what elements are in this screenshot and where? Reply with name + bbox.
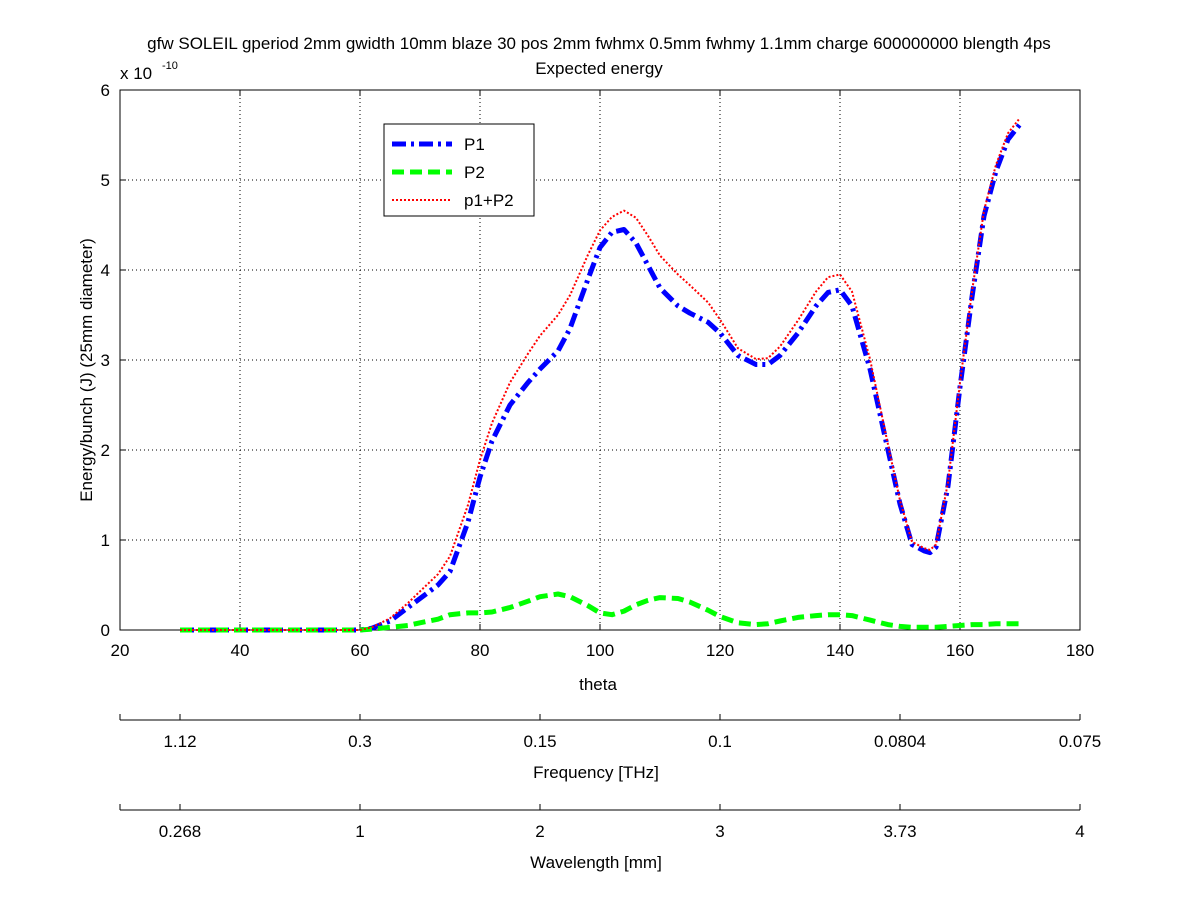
x-tick-label: 120 bbox=[706, 641, 734, 660]
y-tick-label: 2 bbox=[101, 441, 110, 460]
series-layer bbox=[180, 117, 1022, 633]
secondary-tick-label: 1 bbox=[355, 822, 364, 841]
chart-title: gfw SOLEIL gperiod 2mm gwidth 10mm blaze… bbox=[147, 34, 1051, 53]
series-line-p1 bbox=[180, 122, 1022, 633]
secondary-tick-label: 0.268 bbox=[159, 822, 202, 841]
secondary-axis-label: Wavelength [mm] bbox=[530, 853, 662, 872]
secondary-axis-wavelength-mm- bbox=[119, 804, 1081, 811]
secondary-tick-label: 3 bbox=[715, 822, 724, 841]
y-axis-label: Energy/bunch (J) (25mm diameter) bbox=[77, 238, 96, 502]
secondary-tick-label: 0.15 bbox=[523, 732, 556, 751]
y-tick-label: 3 bbox=[101, 351, 110, 370]
secondary-tick-label: 1.12 bbox=[163, 732, 196, 751]
y-tick-label: 0 bbox=[101, 621, 110, 640]
x-tick-label: 160 bbox=[946, 641, 974, 660]
secondary-tick-label: 3.73 bbox=[883, 822, 916, 841]
x-axis-label: theta bbox=[579, 675, 617, 694]
x-tick-label: 180 bbox=[1066, 641, 1094, 660]
y-multiplier: x 10 -10 bbox=[120, 60, 178, 83]
y-tick-label: 6 bbox=[101, 81, 110, 100]
y-multiplier-base: x 10 bbox=[120, 64, 152, 83]
legend: P1 P2 p1+P2 bbox=[383, 123, 535, 217]
secondary-tick-label: 0.3 bbox=[348, 732, 372, 751]
y-tick-label: 4 bbox=[101, 261, 110, 280]
x-tick-label: 140 bbox=[826, 641, 854, 660]
secondary-tick-label: 0.0804 bbox=[874, 732, 926, 751]
chart-subtitle: Expected energy bbox=[535, 59, 663, 78]
legend-label-p2: P2 bbox=[464, 163, 485, 182]
x-tick-label: 20 bbox=[111, 641, 130, 660]
x-tick-label: 80 bbox=[471, 641, 490, 660]
x-tick-labels: 20 40 60 80 100 120 140 160 180 bbox=[111, 641, 1095, 660]
x-tick-label: 40 bbox=[231, 641, 250, 660]
secondary-tick-label: 4 bbox=[1075, 822, 1084, 841]
y-tick-label: 5 bbox=[101, 171, 110, 190]
secondary-tick-label: 2 bbox=[535, 822, 544, 841]
y-multiplier-exponent: -10 bbox=[162, 60, 178, 72]
secondary-tick-label: 0.075 bbox=[1059, 732, 1102, 751]
y-tick-label: 1 bbox=[101, 531, 110, 550]
secondary-axes: 1.12 0.3 0.15 0.1 0.0804 0.075 Frequency [THz]… bbox=[119, 714, 1102, 872]
y-tick-labels: 0 1 2 3 4 5 6 bbox=[101, 81, 110, 640]
x-tick-label: 60 bbox=[351, 641, 370, 660]
secondary-axis-frequency-thz- bbox=[119, 714, 1081, 721]
secondary-tick-label: 0.1 bbox=[708, 732, 732, 751]
secondary-axis-label: Frequency [THz] bbox=[533, 763, 659, 782]
series-line-p1-p2 bbox=[180, 117, 1021, 631]
legend-label-p1: P1 bbox=[464, 135, 485, 154]
x-tick-label: 100 bbox=[586, 641, 614, 660]
legend-label-p1-p2: p1+P2 bbox=[464, 191, 514, 210]
grid-lines bbox=[120, 90, 1080, 630]
series-line-p2 bbox=[180, 591, 1020, 633]
